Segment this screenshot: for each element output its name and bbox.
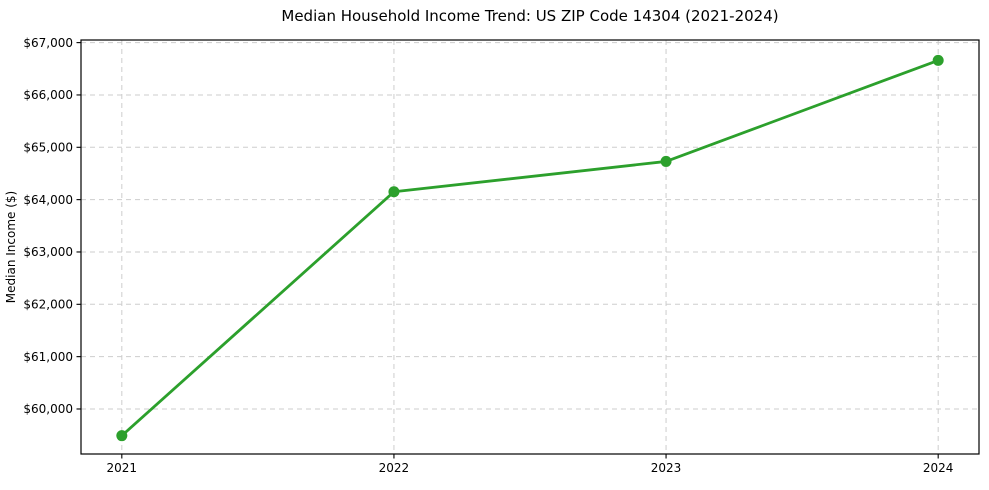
axis-layer: $60,000 $61,000 $62,000 $63,000 $64,000 $65,0…: [23, 36, 980, 475]
y-tick-label: $60,000: [23, 402, 73, 416]
x-tick-label: 2023: [651, 461, 682, 475]
x-tick-label: 2024: [923, 461, 954, 475]
plot-border: [80, 39, 980, 455]
y-tick-label: $66,000: [23, 88, 73, 102]
y-axis-label: Median Income ($): [4, 191, 18, 303]
y-tick-label: $65,000: [23, 140, 73, 154]
data-point-marker: [932, 54, 944, 66]
data-point-marker: [660, 155, 672, 167]
chart-title: Median Household Income Trend: US ZIP Co…: [281, 7, 778, 25]
series-layer: [116, 54, 944, 442]
x-tick-label: 2022: [379, 461, 410, 475]
grid-layer: [81, 40, 979, 454]
data-point-marker: [388, 186, 400, 198]
y-tick-label: $63,000: [23, 245, 73, 259]
y-tick-label: $62,000: [23, 298, 73, 312]
data-point-marker: [116, 430, 128, 442]
y-tick-label: $61,000: [23, 350, 73, 364]
y-tick-label: $67,000: [23, 36, 73, 50]
x-tick-label: 2021: [107, 461, 138, 475]
trend-line: [120, 59, 940, 438]
y-tick-label: $64,000: [23, 193, 73, 207]
